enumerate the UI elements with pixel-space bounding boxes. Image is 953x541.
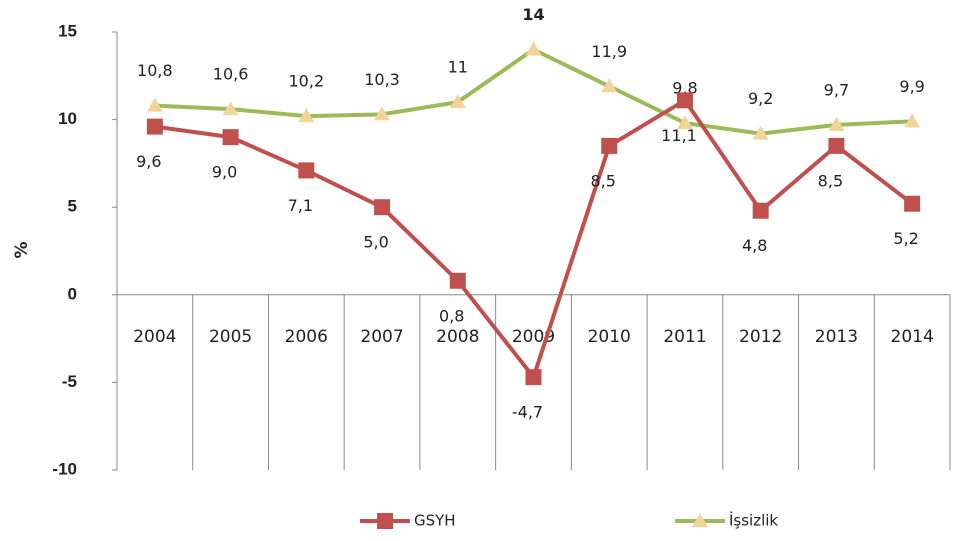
legend-label: İşsizlik xyxy=(729,511,778,530)
y-tick-label: 10 xyxy=(58,109,77,128)
data-label: 9,0 xyxy=(212,163,237,182)
marker xyxy=(525,41,542,56)
marker xyxy=(752,202,769,219)
y-tick-label: -5 xyxy=(62,372,77,391)
y-tick-label: 15 xyxy=(58,21,77,40)
x-tick-label: 2008 xyxy=(436,327,479,347)
marker xyxy=(222,129,239,146)
data-label: 4,8 xyxy=(742,236,767,255)
x-tick-label: 2006 xyxy=(285,327,328,347)
marker xyxy=(676,92,693,109)
data-label: 5,2 xyxy=(893,229,918,248)
data-label: 5,0 xyxy=(363,233,388,252)
y-axis-label: % xyxy=(12,241,32,258)
marker xyxy=(525,369,542,386)
x-tick-label: 2007 xyxy=(360,327,403,347)
marker xyxy=(374,199,391,216)
x-tick-label: 2013 xyxy=(815,327,858,347)
x-tick-label: 2014 xyxy=(891,327,934,347)
data-label: 9,2 xyxy=(748,89,773,108)
data-label: 9,9 xyxy=(899,77,924,96)
marker xyxy=(676,115,693,130)
x-tick-label: 2010 xyxy=(588,327,631,347)
data-label: -4,7 xyxy=(512,403,543,422)
marker xyxy=(449,272,466,289)
marker xyxy=(904,113,921,128)
x-tick-label: 2004 xyxy=(133,327,176,347)
marker xyxy=(828,116,845,131)
series-line xyxy=(154,47,913,136)
x-tick-label: 2012 xyxy=(739,327,782,347)
y-tick-label: 5 xyxy=(68,197,77,216)
marker xyxy=(298,108,315,123)
marker xyxy=(146,97,163,112)
data-label: 11,1 xyxy=(661,126,697,145)
marker xyxy=(222,101,239,116)
y-tick-label: -10 xyxy=(52,459,77,478)
marker xyxy=(904,195,921,212)
data-label: 9,6 xyxy=(136,152,161,171)
data-label: 0,8 xyxy=(439,306,464,325)
data-label: 7,1 xyxy=(288,196,313,215)
marker xyxy=(298,162,315,179)
marker xyxy=(692,513,708,527)
y-tick-label: 0 xyxy=(68,284,77,303)
data-label: 11,9 xyxy=(591,42,627,61)
legend-label: GSYH xyxy=(414,512,456,530)
marker xyxy=(601,137,618,154)
data-label: 14 xyxy=(522,5,544,24)
data-label: 9,7 xyxy=(824,80,849,99)
data-label: 10,3 xyxy=(364,70,400,89)
data-label: 11 xyxy=(448,58,468,77)
x-tick-label: 2005 xyxy=(209,327,252,347)
marker xyxy=(601,78,618,93)
marker xyxy=(449,94,466,109)
marker xyxy=(828,137,845,154)
marker xyxy=(374,106,391,121)
data-label: 8,5 xyxy=(818,171,843,190)
marker xyxy=(146,118,163,135)
data-label: 10,8 xyxy=(137,61,173,80)
x-tick-label: 2011 xyxy=(663,327,706,347)
marker xyxy=(752,125,769,140)
data-label: 8,5 xyxy=(591,171,616,190)
marker xyxy=(377,513,393,529)
data-label: 10,6 xyxy=(213,65,249,84)
data-label: 10,2 xyxy=(289,72,325,91)
